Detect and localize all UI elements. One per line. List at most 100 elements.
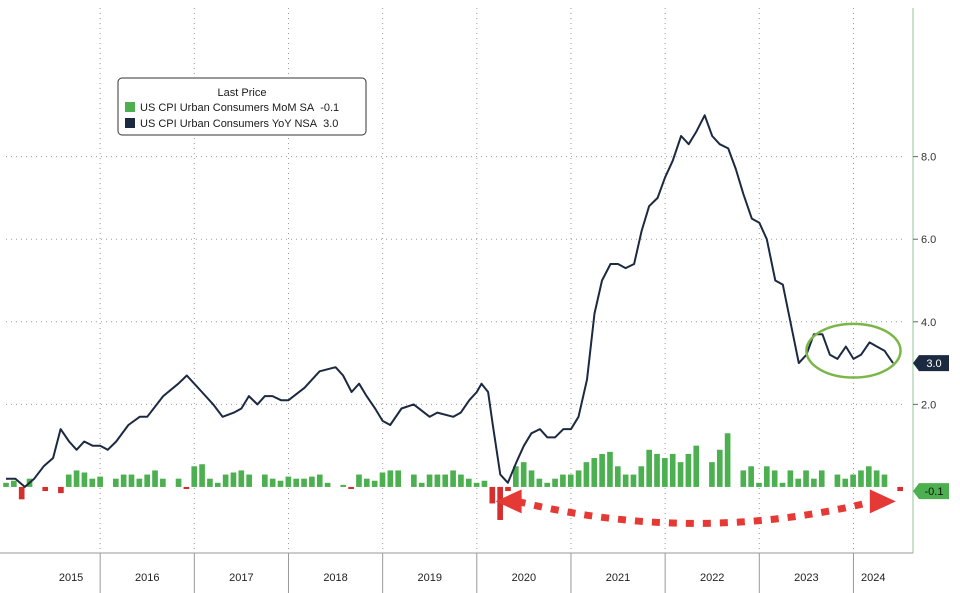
mom-bar — [81, 472, 88, 487]
legend-label-mom: US CPI Urban Consumers MoM SA -0.1 — [140, 102, 339, 114]
mom-bar — [756, 482, 762, 487]
mom-bar — [450, 470, 456, 487]
mom-bar — [238, 470, 245, 487]
y-tick-label: 2.0 — [921, 399, 936, 411]
mom-bar — [269, 478, 276, 487]
mom-bar — [764, 466, 770, 487]
mom-bar — [630, 474, 637, 487]
mom-bar — [709, 462, 715, 487]
mom-bar — [779, 482, 786, 487]
y-tick-label: 6.0 — [921, 234, 936, 246]
mom-bar — [434, 474, 441, 487]
x-year-label: 2021 — [606, 572, 630, 584]
highlight-ellipse — [805, 322, 902, 379]
mom-bar — [858, 470, 864, 487]
mom-bar — [356, 474, 362, 487]
y-tick-label: 8.0 — [921, 152, 936, 164]
mom-bar — [371, 480, 378, 487]
mom-bar — [183, 486, 190, 490]
mom-bar — [230, 472, 237, 487]
mom-bar — [473, 482, 480, 487]
value-tag-bg — [913, 355, 949, 372]
mom-bar — [293, 478, 300, 487]
mom-bar — [787, 470, 794, 487]
mom-bar — [685, 453, 692, 487]
dashed-arrow-shaft — [516, 497, 875, 527]
mom-bar — [120, 474, 127, 487]
mom-bar — [340, 484, 347, 487]
mom-bar — [426, 474, 433, 487]
mom-bar — [222, 474, 229, 487]
mom-bar — [771, 470, 778, 487]
mom-bar — [324, 482, 331, 487]
mom-bar — [489, 486, 496, 504]
mom-bar — [285, 476, 292, 487]
mom-bar — [42, 486, 49, 492]
x-year-label: 2019 — [417, 572, 441, 584]
mom-bar — [614, 466, 621, 487]
mom-bar — [873, 470, 880, 487]
mom-bar — [411, 474, 417, 487]
dashed-arrow-head-left — [495, 489, 522, 514]
yoy-line-layer — [6, 114, 894, 488]
dashed-arrow-head-right — [869, 489, 896, 514]
mom-bar — [834, 474, 841, 487]
x-year-label: 2023 — [794, 572, 818, 584]
mom-bar — [379, 472, 386, 487]
mom-bar — [662, 458, 668, 487]
mom-bar — [3, 482, 9, 487]
x-year-label: 2020 — [512, 572, 536, 584]
mom-bar — [583, 462, 590, 487]
mom-bar — [191, 466, 198, 487]
x-year-label: 2018 — [323, 572, 347, 584]
mom-bar — [748, 466, 754, 487]
mom-bar — [348, 486, 354, 490]
mom-bar — [246, 474, 252, 487]
mom-bar — [152, 470, 158, 487]
mom-bar — [803, 470, 809, 487]
mom-bar — [58, 486, 64, 494]
mom-bar — [65, 474, 72, 487]
mom-bar — [18, 486, 25, 500]
mom-bar — [599, 453, 605, 487]
x-year-label: 2024 — [861, 572, 885, 584]
legend-box — [117, 77, 367, 136]
legend: Last Price US CPI Urban Consumers MoM SA… — [117, 77, 367, 136]
mom-bar — [387, 470, 394, 487]
mom-bar — [740, 470, 747, 487]
mom-bar — [677, 462, 684, 487]
mom-bar — [128, 474, 135, 487]
mom-bar — [481, 480, 488, 487]
mom-bar — [622, 474, 629, 487]
mom-bar — [465, 478, 472, 487]
x-year-label: 2015 — [59, 572, 83, 584]
mom-bar — [693, 445, 700, 487]
mom-bar — [73, 470, 80, 487]
mom-bar — [520, 462, 527, 487]
axes: 2.0 4.0 6.0 8.0 3.0 -0.1 2015 2016 2017 2018 2019 2… — [0, 8, 949, 593]
mom-bar — [418, 482, 425, 487]
mom-bar — [575, 470, 582, 487]
value-tag-label: -0.1 — [925, 486, 944, 498]
mom-bar — [112, 478, 119, 487]
legend-title: Last Price — [218, 87, 267, 99]
x-year-label: 2016 — [135, 572, 159, 584]
mom-bar — [301, 478, 307, 487]
mom-bar — [552, 478, 558, 487]
mom-bar — [811, 478, 817, 487]
yoy-line — [6, 114, 894, 488]
mom-bar — [881, 474, 888, 487]
mom-bar — [136, 478, 143, 487]
mom-bar — [654, 453, 660, 487]
legend-swatch-mom — [125, 102, 135, 112]
mom-bar — [646, 449, 653, 487]
mom-bar — [97, 476, 103, 487]
mom-bar — [309, 476, 315, 487]
mom-bar — [175, 478, 182, 487]
mom-bar — [442, 474, 449, 487]
mom-bar — [262, 474, 268, 487]
mom-bar — [11, 480, 17, 487]
mom-bar — [144, 474, 151, 487]
